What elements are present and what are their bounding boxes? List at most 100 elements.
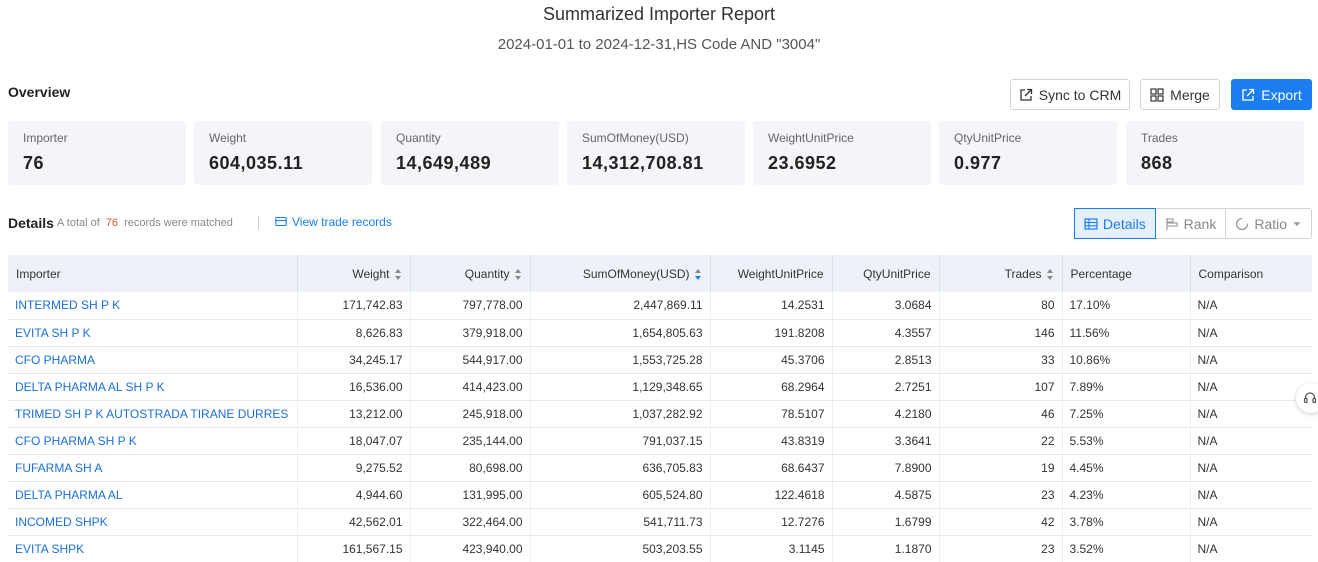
importer-name[interactable]: INTERMED SH P K [8, 292, 298, 320]
quantity-cell: 797,778.00 [410, 292, 531, 320]
stat-value: 868 [1141, 153, 1173, 173]
importer-name[interactable]: FUFARMA SH A [8, 454, 298, 482]
support-float-button[interactable] [1296, 383, 1318, 413]
percentage-cell: 17.10% [1062, 292, 1191, 320]
comparison-cell: N/A [1190, 481, 1312, 509]
header-quantity[interactable]: Quantity [410, 255, 531, 292]
stat-card-trades: Trades 868 [1126, 121, 1304, 185]
weight-cell: 161,567.15 [297, 535, 411, 562]
stat-label: Trades [1141, 131, 1178, 145]
importer-name[interactable]: TRIMED SH P K AUTOSTRADA TIRANE DURRES [8, 400, 298, 428]
importer-name[interactable]: CFO PHARMA SH P K [8, 427, 298, 455]
stat-value: 23.6952 [768, 153, 837, 173]
stat-card-quantity: Quantity 14,649,489 [381, 121, 559, 185]
ratio-view-label: Ratio [1254, 215, 1288, 232]
sum-of-money-cell: 541,711.73 [530, 508, 711, 536]
weight-unit-price-cell: 3.1145 [710, 535, 833, 562]
trades-cell: 19 [939, 454, 1063, 482]
stat-value: 76 [23, 153, 45, 173]
stat-label: Weight [209, 131, 247, 145]
sum-of-money-cell: 636,705.83 [530, 454, 711, 482]
sync-to-crm-button[interactable]: Sync to CRM [1010, 79, 1130, 110]
weight-unit-price-cell: 68.6437 [710, 454, 833, 482]
stat-label: WeightUnitPrice [768, 131, 854, 145]
percentage-cell: 7.25% [1062, 400, 1191, 428]
table-row: EVITA SHPK 161,567.15 423,940.00 503,203.55… [8, 535, 1312, 562]
stat-card-sum-of-money: SumOfMoney(USD) 14,312,708.81 [567, 121, 745, 185]
header-importer: Importer [8, 255, 298, 292]
importer-name[interactable]: CFO PHARMA [8, 346, 298, 374]
weight-unit-price-cell: 45.3706 [710, 346, 833, 374]
header-sum-of-money[interactable]: SumOfMoney(USD) [530, 255, 711, 292]
stat-card-weight: Weight 604,035.11 [194, 121, 372, 185]
sum-of-money-cell: 1,654,805.63 [530, 319, 711, 347]
divider [258, 216, 259, 230]
sum-of-money-cell: 791,037.15 [530, 427, 711, 455]
importer-name[interactable]: DELTA PHARMA AL SH P K [8, 373, 298, 401]
importer-table: Importer Weight Quantity SumOfMoney(USD)… [8, 255, 1312, 562]
percentage-cell: 4.45% [1062, 454, 1191, 482]
importer-name[interactable]: DELTA PHARMA AL [8, 481, 298, 509]
importer-name[interactable]: EVITA SHPK [8, 535, 298, 562]
view-switcher: Details Rank Ratio [1074, 208, 1312, 239]
quantity-cell: 544,917.00 [410, 346, 531, 374]
header-weight-unit-price: WeightUnitPrice [710, 255, 833, 292]
report-subtitle: 2024-01-01 to 2024-12-31,HS Code AND "30… [497, 36, 821, 53]
weight-cell: 13,212.00 [297, 400, 411, 428]
rank-icon [1166, 217, 1178, 230]
weight-cell: 18,047.07 [297, 427, 411, 455]
comparison-cell: N/A [1190, 346, 1312, 374]
trades-cell: 46 [939, 400, 1063, 428]
table-row: INCOMED SHPK 42,562.01 322,464.00 541,711.7… [8, 508, 1312, 536]
weight-cell: 42,562.01 [297, 508, 411, 536]
comparison-cell: N/A [1190, 454, 1312, 482]
trades-cell: 146 [939, 319, 1063, 347]
rank-view-button[interactable]: Rank [1156, 209, 1227, 238]
comparison-cell: N/A [1190, 400, 1312, 428]
ratio-view-button[interactable]: Ratio [1226, 209, 1311, 238]
qty-unit-price-cell: 1.6799 [832, 508, 940, 536]
sort-icon[interactable] [694, 268, 702, 280]
trades-cell: 33 [939, 346, 1063, 374]
trades-cell: 107 [939, 373, 1063, 401]
weight-unit-price-cell: 14.2531 [710, 292, 833, 320]
sum-of-money-cell: 1,129,348.65 [530, 373, 711, 401]
stat-label: Quantity [396, 131, 441, 145]
importer-name[interactable]: INCOMED SHPK [8, 508, 298, 536]
export-button[interactable]: Export [1231, 79, 1312, 110]
comparison-cell: N/A [1190, 373, 1312, 401]
sort-icon[interactable] [394, 268, 402, 280]
weight-cell: 16,536.00 [297, 373, 411, 401]
sum-of-money-cell: 2,447,869.11 [530, 292, 711, 320]
qty-unit-price-cell: 4.2180 [832, 400, 940, 428]
stat-value: 604,035.11 [209, 153, 304, 173]
header-qty-unit-price: QtyUnitPrice [832, 255, 940, 292]
qty-unit-price-cell: 2.7251 [832, 373, 940, 401]
header-weight[interactable]: Weight [297, 255, 411, 292]
table-row: INTERMED SH P K 171,742.83 797,778.00 2,447… [8, 292, 1312, 320]
merge-icon [1150, 87, 1164, 102]
header-percentage: Percentage [1062, 255, 1191, 292]
view-trade-records-link[interactable]: View trade records [275, 215, 392, 229]
stat-value: 14,312,708.81 [582, 153, 704, 173]
sort-icon[interactable] [1046, 268, 1054, 280]
details-view-label: Details [1102, 215, 1146, 232]
importer-name[interactable]: EVITA SH P K [8, 319, 298, 347]
details-heading: Details [8, 215, 54, 231]
records-matched-text: A total of 76 records were matched [57, 217, 233, 229]
overview-heading: Overview [8, 84, 71, 100]
trades-cell: 42 [939, 508, 1063, 536]
weight-unit-price-cell: 43.8319 [710, 427, 833, 455]
export-label: Export [1261, 86, 1302, 103]
quantity-cell: 379,918.00 [410, 319, 531, 347]
total-prefix: A total of [57, 217, 100, 229]
percentage-cell: 11.56% [1062, 319, 1191, 347]
caret-down-icon [1293, 221, 1301, 226]
details-view-button[interactable]: Details [1074, 208, 1156, 239]
percentage-cell: 7.89% [1062, 373, 1191, 401]
total-suffix: records were matched [124, 217, 233, 229]
external-link-icon [1020, 88, 1032, 101]
merge-button[interactable]: Merge [1140, 79, 1220, 110]
sort-icon[interactable] [514, 268, 522, 280]
header-trades[interactable]: Trades [939, 255, 1063, 292]
